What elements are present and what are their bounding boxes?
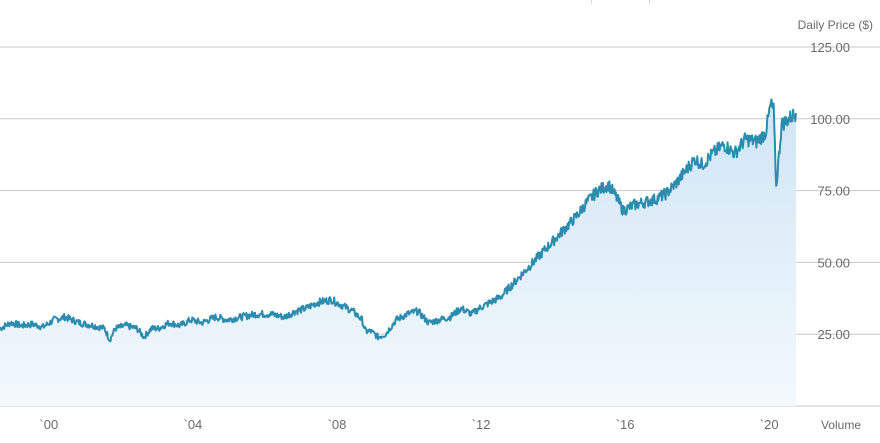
y-axis-ticks: 125.00 100.00 75.00 50.00 25.00 bbox=[810, 40, 850, 342]
price-area bbox=[0, 99, 796, 407]
y-tick-label: 125.00 bbox=[810, 40, 850, 55]
price-series-line bbox=[0, 98, 797, 343]
x-tick-label: `08 bbox=[328, 417, 347, 432]
y-tick-label: 75.00 bbox=[817, 184, 850, 199]
x-tick-label: `04 bbox=[183, 417, 202, 432]
volume-label: Volume bbox=[821, 418, 861, 432]
y-axis-label: Daily Price ($) bbox=[798, 18, 873, 32]
x-tick-label: `12 bbox=[472, 417, 491, 432]
price-area-fill bbox=[0, 99, 796, 407]
y-tick-label: 100.00 bbox=[810, 112, 850, 127]
y-tick-label: 50.00 bbox=[817, 255, 850, 270]
top-tab-outline bbox=[591, 0, 650, 4]
price-line bbox=[0, 98, 797, 343]
x-tick-label: `00 bbox=[39, 417, 58, 432]
x-axis-ticks: `00 `04 `08 `12 `16 `20 bbox=[39, 417, 778, 432]
x-tick-label: `20 bbox=[760, 417, 779, 432]
x-tick-label: `16 bbox=[616, 417, 635, 432]
y-tick-label: 25.00 bbox=[817, 327, 850, 342]
